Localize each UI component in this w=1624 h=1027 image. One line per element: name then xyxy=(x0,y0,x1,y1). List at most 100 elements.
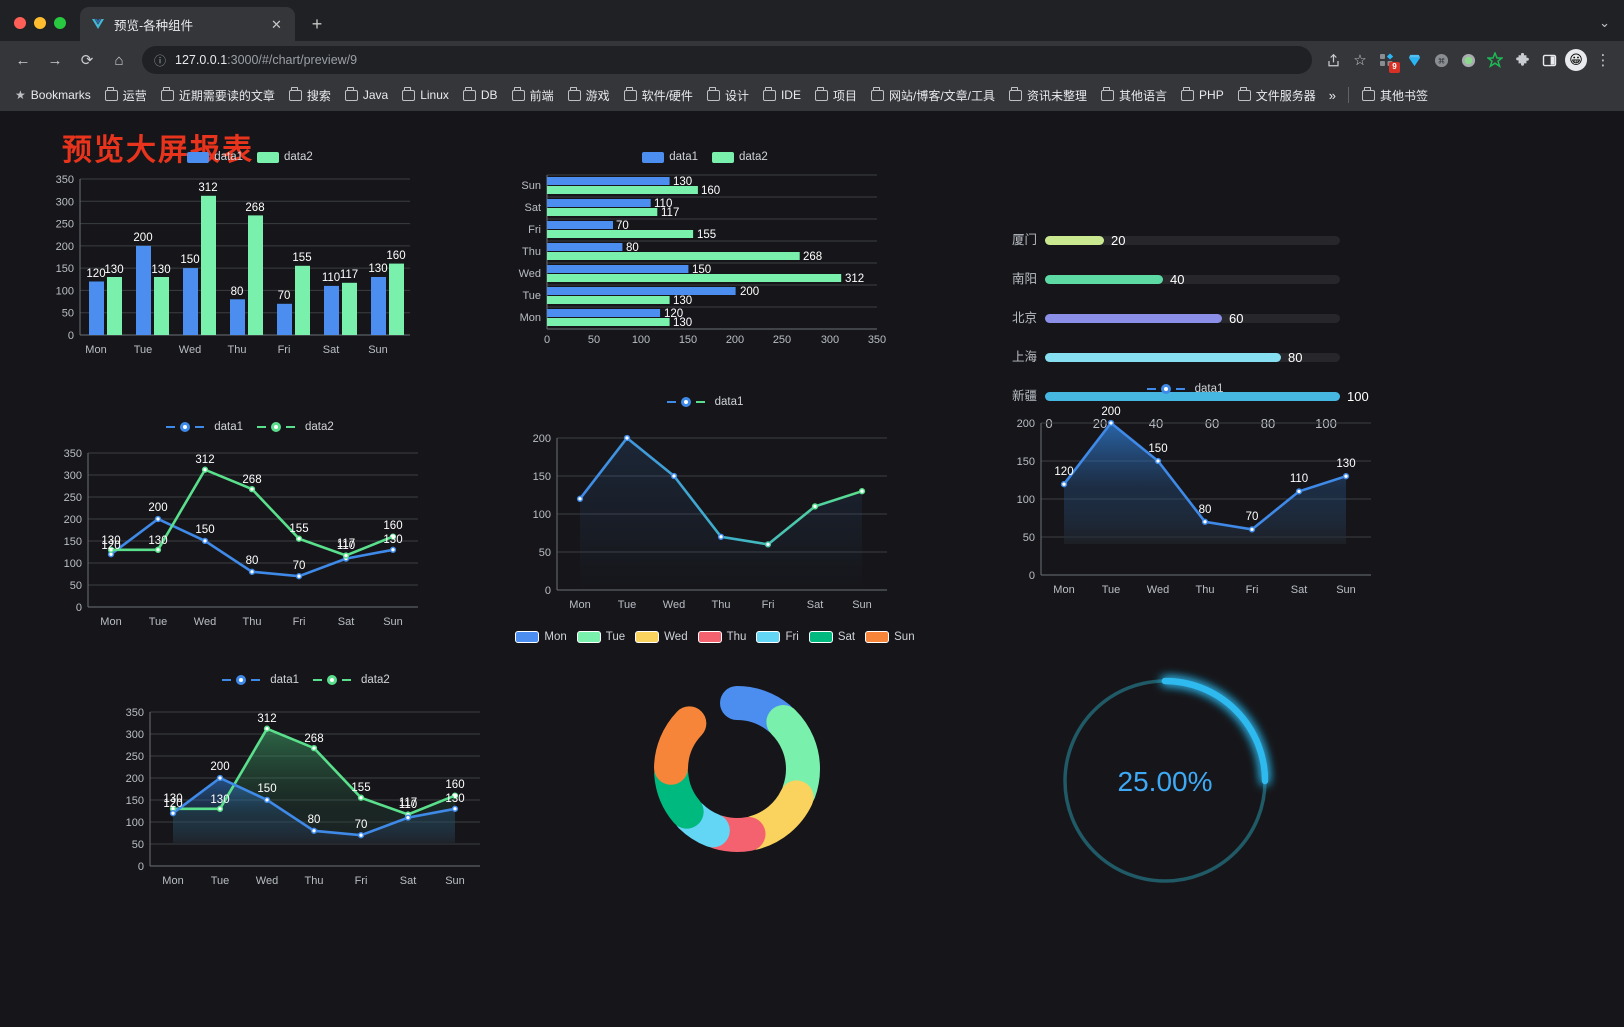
bookmark-folder[interactable]: 前端 xyxy=(506,84,560,107)
bookmark-folder[interactable]: 其他语言 xyxy=(1095,84,1173,107)
close-window-button[interactable] xyxy=(14,17,26,29)
legend-donut[interactable]: Mon Tue Wed Thu Fri xyxy=(505,631,925,643)
legend-marker xyxy=(180,422,191,432)
legend-area-single[interactable]: data1 xyxy=(985,383,1385,395)
legend-marker xyxy=(1160,384,1171,394)
chart-donut-pie[interactable]: Mon Tue Wed Thu Fri xyxy=(505,631,925,911)
bookmark-folder[interactable]: PHP xyxy=(1175,85,1230,105)
legend-item-data2[interactable]: data2 xyxy=(313,674,390,686)
legend-item-data1[interactable]: data1 xyxy=(166,421,243,433)
browser-tab[interactable]: 预览-各种组件 ✕ xyxy=(80,7,295,41)
bookmark-folder[interactable]: 网站/博客/文章/工具 xyxy=(865,84,1001,107)
gray-circle-extension-icon[interactable]: ⌘ xyxy=(1428,47,1454,73)
legend-item-wed[interactable]: Wed xyxy=(635,631,688,643)
svg-text:Sun: Sun xyxy=(445,875,465,887)
legend-item-data2[interactable]: data2 xyxy=(257,421,334,433)
legend-item-data2[interactable]: data2 xyxy=(257,151,313,163)
green-dot-extension-icon[interactable] xyxy=(1455,47,1481,73)
legend-horizontal-bar[interactable]: data1 data2 xyxy=(505,151,905,163)
bookmark-folder[interactable]: 资讯未整理 xyxy=(1003,84,1093,107)
bookmark-folder[interactable]: 项目 xyxy=(809,84,863,107)
city-labels: 厦门 南阳 北京 上海 新疆 xyxy=(1012,232,1038,403)
series-points-data1 xyxy=(576,434,866,548)
legend-item-data1[interactable]: data1 xyxy=(222,674,299,686)
chart-gauge[interactable]: 25.00% xyxy=(1020,631,1310,921)
legend-item-tue[interactable]: Tue xyxy=(576,631,625,643)
back-button[interactable]: ← xyxy=(15,51,31,69)
tab-list-chevron-icon[interactable]: ⌄ xyxy=(1599,15,1610,30)
svg-text:Thu: Thu xyxy=(228,344,247,356)
chart-line-two-series[interactable]: data1 data2 xyxy=(40,421,460,666)
chart-line-gradient[interactable]: data1 xyxy=(505,396,905,641)
x-axis-ticks: Mon Tue Wed Thu Fri Sat Sun xyxy=(85,344,387,356)
other-bookmarks-folder[interactable]: 其他书签 xyxy=(1356,84,1434,107)
legend-item-mon[interactable]: Mon xyxy=(515,631,567,643)
gauge-svg: 25.00% xyxy=(1061,677,1269,885)
browser-menu-button[interactable]: ⋮ xyxy=(1595,52,1611,69)
forward-button[interactable]: → xyxy=(47,51,63,69)
legend-item-sun[interactable]: Sun xyxy=(865,631,915,643)
donut-segment-sun[interactable] xyxy=(654,686,820,852)
bookmark-folder[interactable]: 运营 xyxy=(99,84,153,107)
legend-marker xyxy=(680,397,691,407)
svg-text:250: 250 xyxy=(773,334,791,346)
svg-text:130: 130 xyxy=(673,295,692,307)
bookmark-star-icon[interactable]: ☆ xyxy=(1347,47,1373,73)
legend-item-thu[interactable]: Thu xyxy=(697,631,746,643)
legend-line-gradient[interactable]: data1 xyxy=(505,396,905,408)
diamond-extension-icon[interactable] xyxy=(1401,47,1427,73)
legend-area-two-series[interactable]: data1 data2 xyxy=(96,674,516,686)
bookmark-folder[interactable]: 搜索 xyxy=(283,84,337,107)
chart-city-progress[interactable]: 厦门 南阳 北京 上海 新疆 20 40 60 80 100 0 20 xyxy=(985,151,1385,431)
svg-text:Wed: Wed xyxy=(1147,584,1169,596)
site-info-icon[interactable]: ⓘ xyxy=(154,53,167,68)
green-star-extension-icon[interactable] xyxy=(1482,47,1508,73)
chart-vertical-bar[interactable]: data1 data2 xyxy=(40,147,460,387)
legend-vertical-bar[interactable]: data1 data2 xyxy=(40,151,460,163)
extension-badged-icon[interactable]: 9 xyxy=(1374,47,1400,73)
legend-label: data1 xyxy=(669,151,698,163)
bookmark-folder[interactable]: 文件服务器 xyxy=(1232,84,1322,107)
svg-text:Tue: Tue xyxy=(618,599,637,611)
bookmark-folder[interactable]: 游戏 xyxy=(562,84,616,107)
puzzle-extensions-icon[interactable] xyxy=(1509,47,1535,73)
share-icon[interactable] xyxy=(1320,47,1346,73)
minimize-window-button[interactable] xyxy=(34,17,46,29)
bookmark-folder[interactable]: DB xyxy=(457,85,504,105)
bookmark-manager-item[interactable]: ★ Bookmarks xyxy=(9,85,97,105)
home-button[interactable]: ⌂ xyxy=(114,51,124,69)
legend-item-sat[interactable]: Sat xyxy=(808,631,855,643)
donut-svg xyxy=(654,686,820,852)
legend-item-data1[interactable]: data1 xyxy=(187,151,243,163)
bookmark-folder-label: 游戏 xyxy=(585,88,610,103)
chart-area-two-series[interactable]: data1 data2 xyxy=(96,674,516,924)
window-controls[interactable] xyxy=(0,17,80,41)
legend-item-data1[interactable]: data1 xyxy=(642,151,698,163)
close-tab-button[interactable]: ✕ xyxy=(271,16,282,32)
svg-text:0: 0 xyxy=(138,861,144,873)
legend-item-data2[interactable]: data2 xyxy=(712,151,768,163)
address-bar[interactable]: ⓘ 127.0.0.1:3000/#/chart/preview/9 xyxy=(142,46,1312,74)
bookmark-folder[interactable]: 软件/硬件 xyxy=(618,84,699,107)
chart-horizontal-bar[interactable]: data1 data2 xyxy=(505,151,905,391)
new-tab-button[interactable]: + xyxy=(311,14,323,34)
legend-item-data1[interactable]: data1 xyxy=(1146,383,1223,395)
svg-text:268: 268 xyxy=(304,733,323,745)
bookmark-folder[interactable]: Linux xyxy=(396,85,455,105)
donut-segment-mon[interactable] xyxy=(654,686,820,852)
reload-button[interactable]: ⟳ xyxy=(80,52,94,69)
bookmark-folder[interactable]: 设计 xyxy=(701,84,755,107)
chart-area-single[interactable]: data1 xyxy=(985,383,1385,628)
bookmarks-overflow-button[interactable]: » xyxy=(1328,87,1336,103)
legend-line-two-series[interactable]: data1 data2 xyxy=(40,421,460,433)
maximize-window-button[interactable] xyxy=(54,17,66,29)
donut-segment-tue[interactable] xyxy=(654,686,820,852)
bookmark-folder[interactable]: 近期需要读的文章 xyxy=(155,84,281,107)
donut-segment-thu[interactable] xyxy=(654,686,820,852)
legend-item-data1[interactable]: data1 xyxy=(666,396,743,408)
legend-item-fri[interactable]: Fri xyxy=(756,631,799,643)
profile-avatar[interactable]: 😀 xyxy=(1563,47,1589,73)
side-panel-icon[interactable] xyxy=(1536,47,1562,73)
bookmark-folder[interactable]: Java xyxy=(339,85,394,105)
bookmark-folder[interactable]: IDE xyxy=(757,85,807,105)
